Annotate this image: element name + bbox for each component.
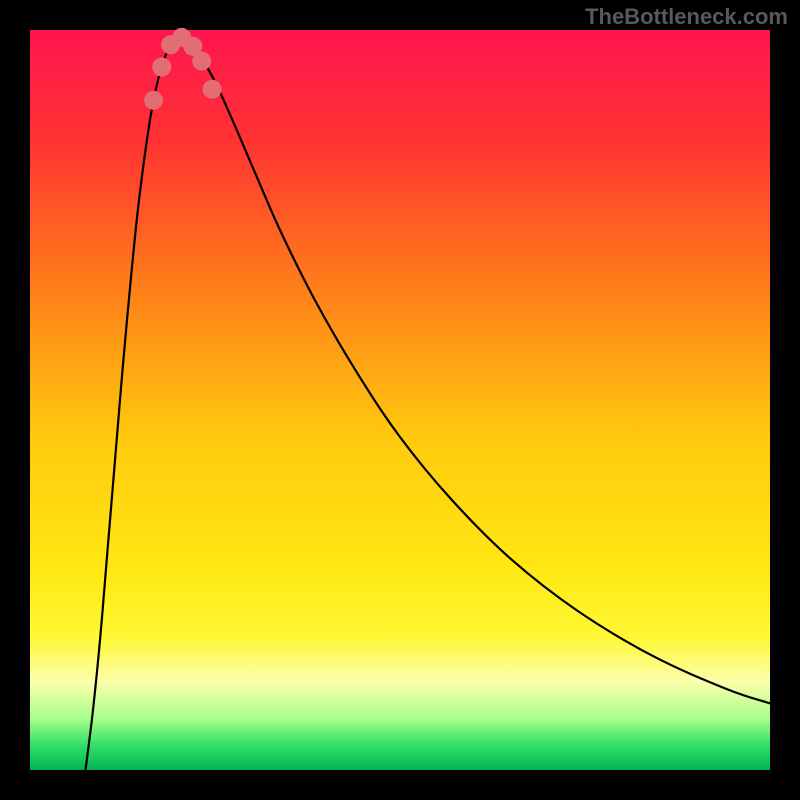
chart-canvas: TheBottleneck.com (0, 0, 800, 800)
curve-marker (145, 91, 163, 109)
curve-markers (145, 28, 221, 109)
curve-marker (203, 80, 221, 98)
curve-marker (193, 52, 211, 70)
bottleneck-curve (0, 0, 800, 800)
curve-marker (153, 58, 171, 76)
watermark-text: TheBottleneck.com (585, 4, 788, 30)
